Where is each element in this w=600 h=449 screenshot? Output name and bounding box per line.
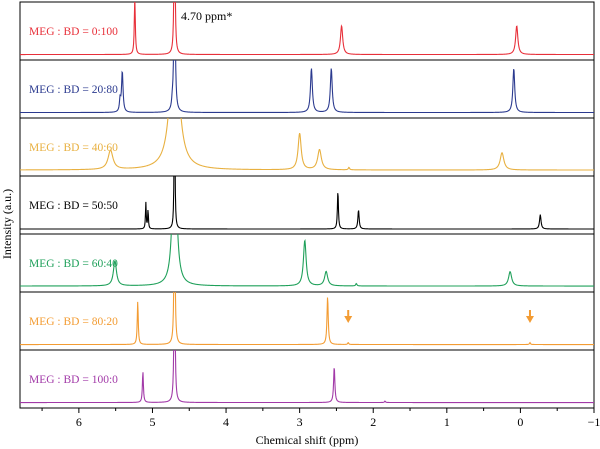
- series-label: MEG : BD = 100:0: [29, 374, 118, 386]
- spectra-panels: MEG : BD = 0:100 MEG : BD = 20:80 MEG : BD…: [19, 1, 595, 409]
- x-tick-label: 2: [370, 415, 376, 429]
- spectrum-line: [20, 350, 594, 404]
- x-tick-label: 6: [76, 415, 82, 429]
- series-label: MEG : BD = 50:50: [29, 200, 118, 212]
- series-label: MEG : BD = 80:20: [29, 316, 118, 328]
- x-tick-label: −1: [588, 415, 600, 429]
- x-axis: 6 5 4 3 2 1 0 −1: [41, 408, 600, 429]
- arrow-marker: [525, 316, 534, 323]
- annotation-label: 4.70 ppm*: [181, 9, 232, 23]
- spectrum-line: [20, 234, 594, 287]
- x-tick-label: 0: [517, 415, 523, 429]
- spectrum-line: [20, 176, 594, 230]
- spectrum-line: [20, 292, 594, 346]
- x-tick-label: 3: [297, 415, 303, 429]
- plot-frame: [19, 1, 595, 409]
- series-label: MEG : BD = 20:80: [29, 84, 118, 96]
- arrow-marker: [344, 316, 353, 323]
- x-axis-label: Chemical shift (ppm): [256, 433, 359, 447]
- series-label: MEG : BD = 40:60: [29, 142, 118, 154]
- x-tick-label: 1: [444, 415, 450, 429]
- x-tick-label: 4: [223, 415, 229, 429]
- spectrum-line: [20, 2, 594, 56]
- x-tick-label: 5: [149, 415, 155, 429]
- y-axis-label: Intensity (a.u.): [0, 189, 14, 259]
- spectrum-line: [20, 118, 594, 171]
- series-label: MEG : BD = 0:100: [29, 26, 118, 38]
- spectrum-line: [20, 60, 594, 114]
- series-label: MEG : BD = 60:40: [29, 258, 118, 270]
